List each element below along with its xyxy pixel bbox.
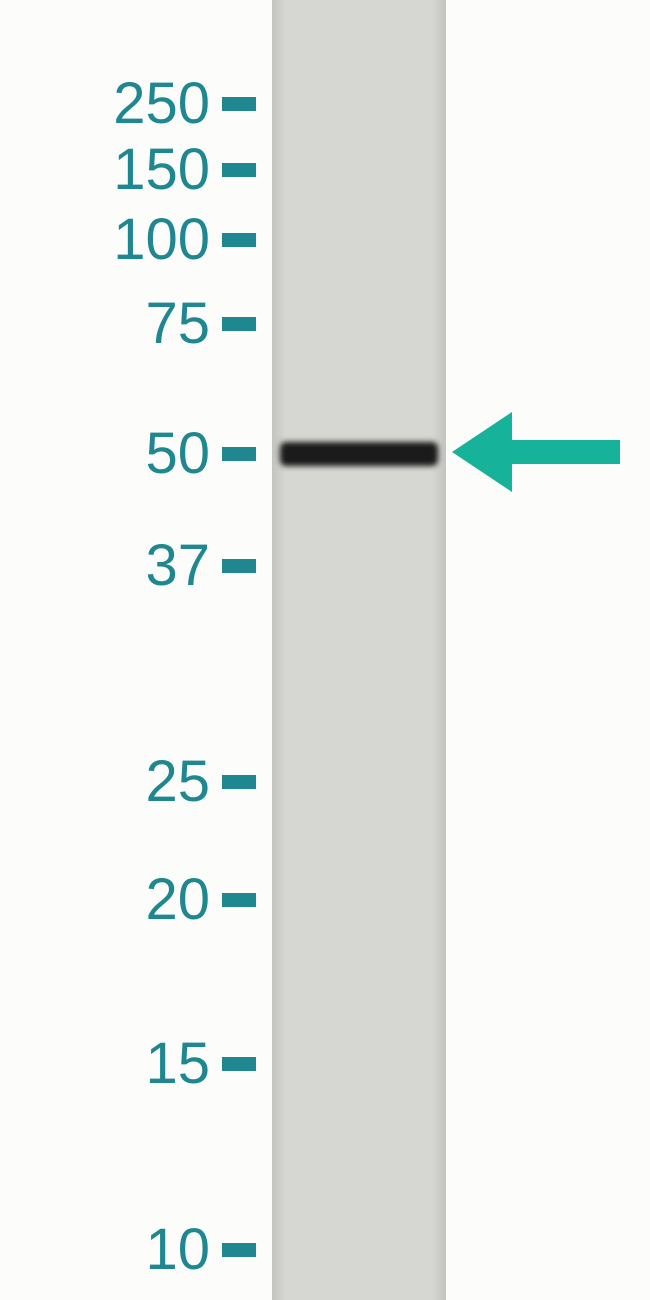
mw-tick-150 — [222, 163, 256, 177]
mw-label-20: 20 — [145, 871, 210, 929]
mw-tick-15 — [222, 1057, 256, 1071]
western-blot-figure: 250 150 100 75 50 37 25 20 15 10 — [0, 0, 650, 1300]
mw-label-25: 25 — [145, 753, 210, 811]
mw-label-10: 10 — [145, 1221, 210, 1279]
mw-tick-10 — [222, 1243, 256, 1257]
mw-tick-100 — [222, 233, 256, 247]
mw-label-150: 150 — [113, 141, 210, 199]
mw-tick-50 — [222, 447, 256, 461]
protein-band — [280, 442, 438, 466]
mw-tick-75 — [222, 317, 256, 331]
mw-tick-20 — [222, 893, 256, 907]
mw-label-250: 250 — [113, 75, 210, 133]
mw-label-100: 100 — [113, 211, 210, 269]
mw-tick-250 — [222, 97, 256, 111]
mw-tick-37 — [222, 559, 256, 573]
mw-label-50: 50 — [145, 425, 210, 483]
mw-label-15: 15 — [145, 1035, 210, 1093]
mw-label-75: 75 — [145, 295, 210, 353]
mw-label-37: 37 — [145, 537, 210, 595]
gel-lane — [272, 0, 446, 1300]
mw-tick-25 — [222, 775, 256, 789]
arrow-shaft — [512, 440, 620, 464]
arrow-head-icon — [452, 412, 512, 492]
